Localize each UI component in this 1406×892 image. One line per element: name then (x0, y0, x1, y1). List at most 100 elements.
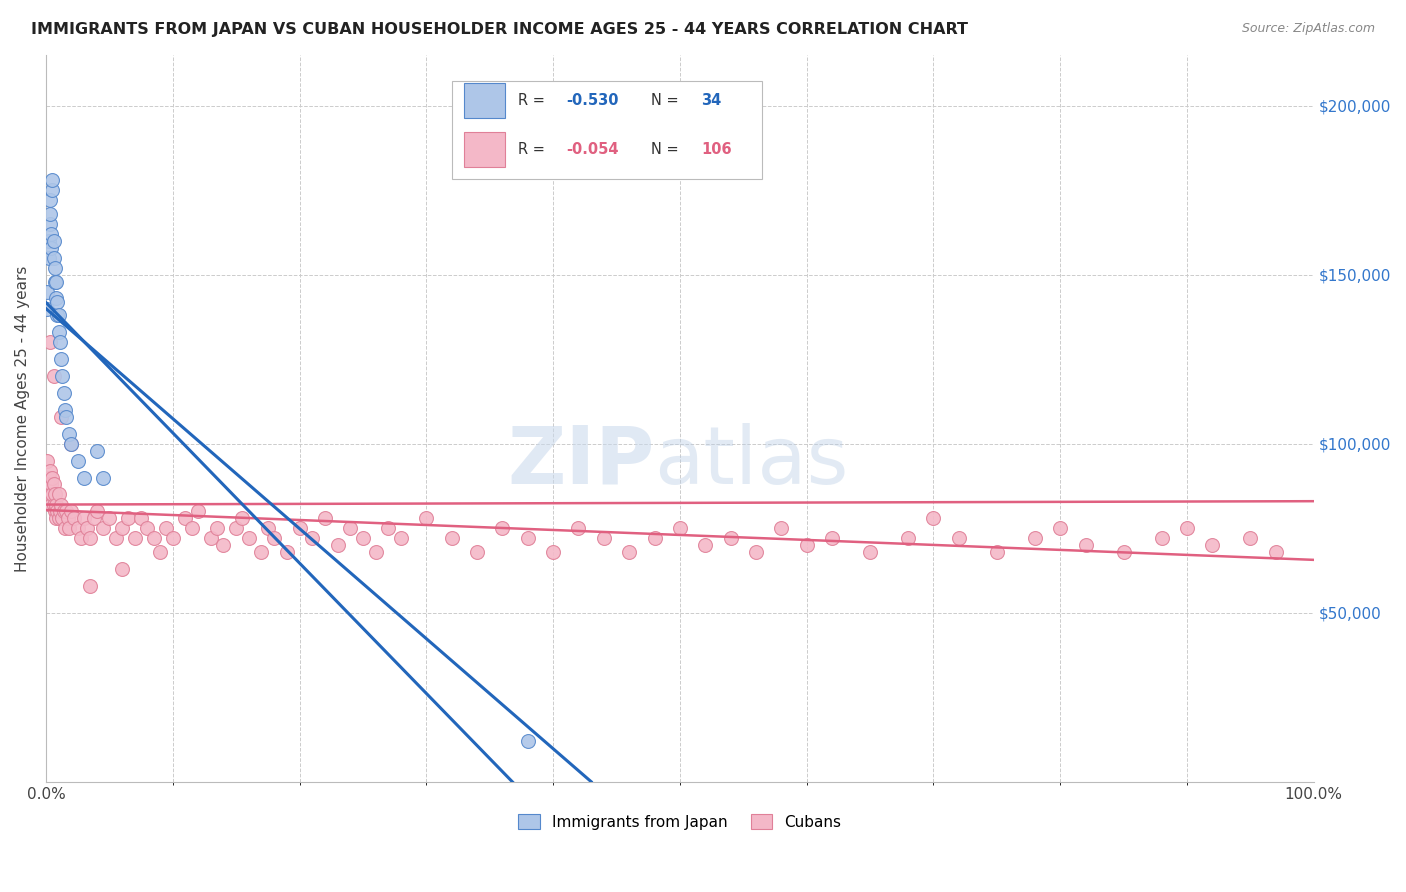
Point (52, 386, 75, 401)
Point (44, 275, 66, 289)
Point (136, 521, 159, 535)
Point (37, 453, 59, 467)
Point (41, 487, 63, 501)
Point (256, 521, 278, 535)
Point (38, 335, 60, 350)
Point (39, 227, 62, 242)
Point (1150, 532, 1173, 546)
Point (180, 521, 202, 535)
Point (79, 532, 101, 546)
Point (70, 532, 93, 546)
Point (37, 301, 59, 316)
Point (44, 504, 66, 518)
Point (821, 532, 844, 546)
Point (155, 521, 177, 535)
Point (1239, 532, 1261, 546)
Point (51, 369, 73, 384)
Point (669, 521, 692, 535)
Text: R =: R = (517, 142, 550, 157)
Point (48, 325, 70, 339)
Point (695, 538, 717, 552)
Point (38, 470, 60, 484)
Point (617, 545, 640, 559)
Point (770, 521, 793, 535)
Point (51, 511, 73, 525)
Point (231, 511, 253, 525)
Point (314, 511, 336, 525)
Point (212, 538, 235, 552)
Point (796, 538, 818, 552)
Point (45, 292, 67, 306)
Point (49, 335, 72, 350)
Point (42, 251, 65, 265)
Point (38, 217, 60, 231)
Point (76, 521, 98, 535)
Text: R =: R = (517, 93, 550, 108)
FancyBboxPatch shape (464, 83, 505, 118)
Point (55, 409, 77, 424)
Point (44, 487, 66, 501)
Point (48, 511, 70, 525)
Point (37, 285, 59, 299)
Point (45, 511, 67, 525)
Point (60, 504, 83, 518)
Point (91, 521, 114, 535)
Point (1112, 545, 1135, 559)
Point (326, 538, 349, 552)
Point (897, 532, 920, 546)
Point (86, 504, 108, 518)
Point (200, 532, 222, 546)
Text: IMMIGRANTS FROM JAPAN VS CUBAN HOUSEHOLDER INCOME AGES 25 - 44 YEARS CORRELATION: IMMIGRANTS FROM JAPAN VS CUBAN HOUSEHOLD… (31, 22, 967, 37)
Point (42, 477, 65, 491)
Point (46, 504, 69, 518)
Point (440, 532, 463, 546)
Point (1175, 521, 1198, 535)
Point (44, 260, 66, 275)
Point (1074, 538, 1097, 552)
Point (205, 521, 228, 535)
Point (60, 436, 83, 450)
Point (859, 545, 882, 559)
Point (111, 521, 134, 535)
Legend: Immigrants from Japan, Cubans: Immigrants from Japan, Cubans (512, 808, 848, 836)
Point (339, 521, 361, 535)
Point (986, 545, 1008, 559)
Point (541, 545, 564, 559)
Point (51, 352, 73, 367)
Point (42, 234, 65, 248)
Point (46, 309, 69, 323)
Point (41, 470, 63, 484)
Point (117, 511, 139, 525)
Point (1201, 538, 1223, 552)
Point (187, 504, 209, 518)
Point (491, 521, 513, 535)
Point (73, 511, 96, 525)
Point (38, 251, 60, 265)
Point (86, 443, 108, 458)
Point (58, 521, 80, 535)
Point (98, 511, 121, 525)
Point (389, 532, 412, 546)
Point (41, 183, 63, 197)
Point (225, 521, 247, 535)
Point (288, 521, 311, 535)
Point (66, 453, 89, 467)
Point (516, 532, 538, 546)
Point (46, 294, 69, 309)
Point (263, 532, 285, 546)
Point (39, 477, 62, 491)
Point (38, 477, 60, 491)
Text: 106: 106 (702, 142, 733, 157)
Text: N =: N = (651, 142, 683, 157)
Point (162, 532, 184, 546)
FancyBboxPatch shape (451, 80, 762, 178)
Point (45, 498, 67, 512)
Point (364, 545, 387, 559)
Point (39, 498, 62, 512)
Point (129, 511, 152, 525)
Point (301, 532, 323, 546)
Text: ZIP: ZIP (508, 423, 655, 501)
Point (56, 511, 79, 525)
Point (83, 511, 105, 525)
Point (58, 426, 80, 441)
